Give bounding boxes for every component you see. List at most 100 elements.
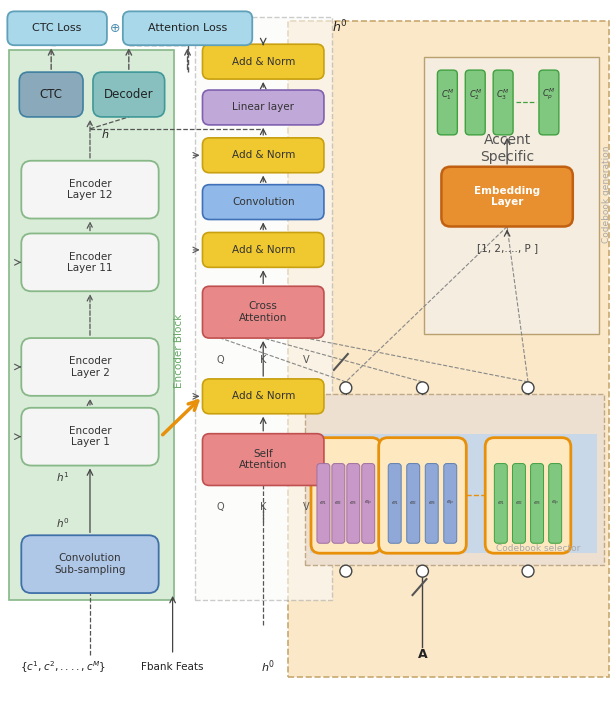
FancyBboxPatch shape [22,338,159,396]
Text: $C_1^M$: $C_1^M$ [440,87,454,102]
Text: CTC Loss: CTC Loss [33,23,82,33]
Text: $h^0$: $h^0$ [57,516,70,530]
FancyBboxPatch shape [203,44,324,79]
FancyBboxPatch shape [493,70,513,135]
FancyBboxPatch shape [424,57,599,334]
Text: $C_2^M$: $C_2^M$ [469,87,482,102]
Text: Embedding
Layer: Embedding Layer [474,186,540,208]
FancyBboxPatch shape [388,464,401,543]
Text: K: K [260,355,266,365]
FancyBboxPatch shape [203,232,324,268]
Text: Cross
Attention: Cross Attention [239,301,288,323]
Text: V: V [302,355,309,365]
Text: $e_p$: $e_p$ [446,499,455,508]
FancyBboxPatch shape [22,234,159,292]
FancyBboxPatch shape [513,464,525,543]
FancyBboxPatch shape [203,433,324,486]
FancyBboxPatch shape [407,464,419,543]
Text: V: V [302,503,309,513]
Text: Add & Norm: Add & Norm [232,391,295,401]
Text: Self
Attention: Self Attention [239,449,288,470]
FancyBboxPatch shape [442,167,573,227]
FancyBboxPatch shape [485,438,571,554]
Text: Fbank Feats: Fbank Feats [141,662,204,672]
Text: $e_2$: $e_2$ [409,499,417,508]
Text: Encoder Block: Encoder Block [174,314,184,388]
Text: Linear layer: Linear layer [232,102,294,112]
FancyBboxPatch shape [317,464,330,543]
Text: $e_1$: $e_1$ [496,499,505,508]
FancyBboxPatch shape [203,185,324,220]
FancyBboxPatch shape [123,11,253,45]
Text: $h^1$: $h^1$ [57,471,70,484]
Text: $e_2$: $e_2$ [515,499,523,508]
Text: $h^0$: $h^0$ [261,659,275,675]
FancyBboxPatch shape [22,408,159,465]
FancyBboxPatch shape [530,464,543,543]
FancyBboxPatch shape [203,379,324,414]
Text: $e_1$: $e_1$ [391,499,399,508]
Text: Attention Loss: Attention Loss [148,23,227,33]
FancyBboxPatch shape [549,464,562,543]
FancyBboxPatch shape [22,161,159,219]
FancyBboxPatch shape [425,464,438,543]
Text: $C_3^M$: $C_3^M$ [496,87,510,102]
FancyBboxPatch shape [495,464,508,543]
Text: $e_2$: $e_2$ [334,499,342,508]
Text: K: K [260,503,266,513]
Text: CTC: CTC [39,88,63,101]
Text: $e_3$: $e_3$ [533,499,541,508]
Text: Add & Norm: Add & Norm [232,150,295,160]
FancyBboxPatch shape [311,438,381,554]
Text: $\{c^1, c^2,...., c^M\}$: $\{c^1, c^2,...., c^M\}$ [20,659,106,674]
Text: $e_3$: $e_3$ [428,499,436,508]
FancyBboxPatch shape [203,138,324,173]
Text: $C_p^M$: $C_p^M$ [542,87,556,102]
Circle shape [522,566,534,577]
FancyBboxPatch shape [19,72,83,117]
FancyBboxPatch shape [22,535,159,593]
Text: $e_1$: $e_1$ [319,499,328,508]
Text: Codebook generation: Codebook generation [602,146,611,244]
FancyBboxPatch shape [195,18,332,600]
Text: $e_p$: $e_p$ [364,499,373,508]
Text: Decoder: Decoder [104,88,153,101]
FancyBboxPatch shape [347,464,360,543]
FancyBboxPatch shape [310,433,597,554]
FancyBboxPatch shape [437,70,457,135]
Text: Encoder
Layer 2: Encoder Layer 2 [68,356,111,378]
Circle shape [340,382,352,394]
Circle shape [416,566,429,577]
Text: $h^0$: $h^0$ [332,19,348,35]
Text: h: h [102,130,108,140]
FancyBboxPatch shape [379,438,466,554]
FancyBboxPatch shape [203,90,324,125]
Text: Convolution
Sub-sampling: Convolution Sub-sampling [54,554,126,575]
Text: Q: Q [217,503,224,513]
Text: Encoder
Layer 12: Encoder Layer 12 [67,179,113,201]
Text: Q: Q [217,355,224,365]
Text: Accent
Specific
Codebooks
Architecture: Accent Specific Codebooks Architecture [464,133,549,196]
FancyBboxPatch shape [305,394,604,566]
Text: Encoder
Layer 1: Encoder Layer 1 [68,426,111,448]
Circle shape [416,382,429,394]
Text: Encoder
Layer 11: Encoder Layer 11 [67,251,113,273]
FancyBboxPatch shape [9,50,174,600]
Text: [1, 2,...., P ]: [1, 2,...., P ] [477,244,538,253]
FancyBboxPatch shape [332,464,345,543]
Text: $e_p$: $e_p$ [551,499,559,508]
FancyBboxPatch shape [7,11,107,45]
FancyBboxPatch shape [203,286,324,338]
FancyBboxPatch shape [362,464,375,543]
Circle shape [340,566,352,577]
FancyBboxPatch shape [444,464,456,543]
Text: Convolution: Convolution [232,197,294,207]
FancyBboxPatch shape [288,21,609,677]
Text: Codebook selector: Codebook selector [496,544,581,554]
Text: Add & Norm: Add & Norm [232,245,295,255]
Text: A: A [418,648,428,662]
Text: $e_3$: $e_3$ [349,499,357,508]
Text: ⊕: ⊕ [110,22,120,35]
FancyBboxPatch shape [465,70,485,135]
Circle shape [522,382,534,394]
